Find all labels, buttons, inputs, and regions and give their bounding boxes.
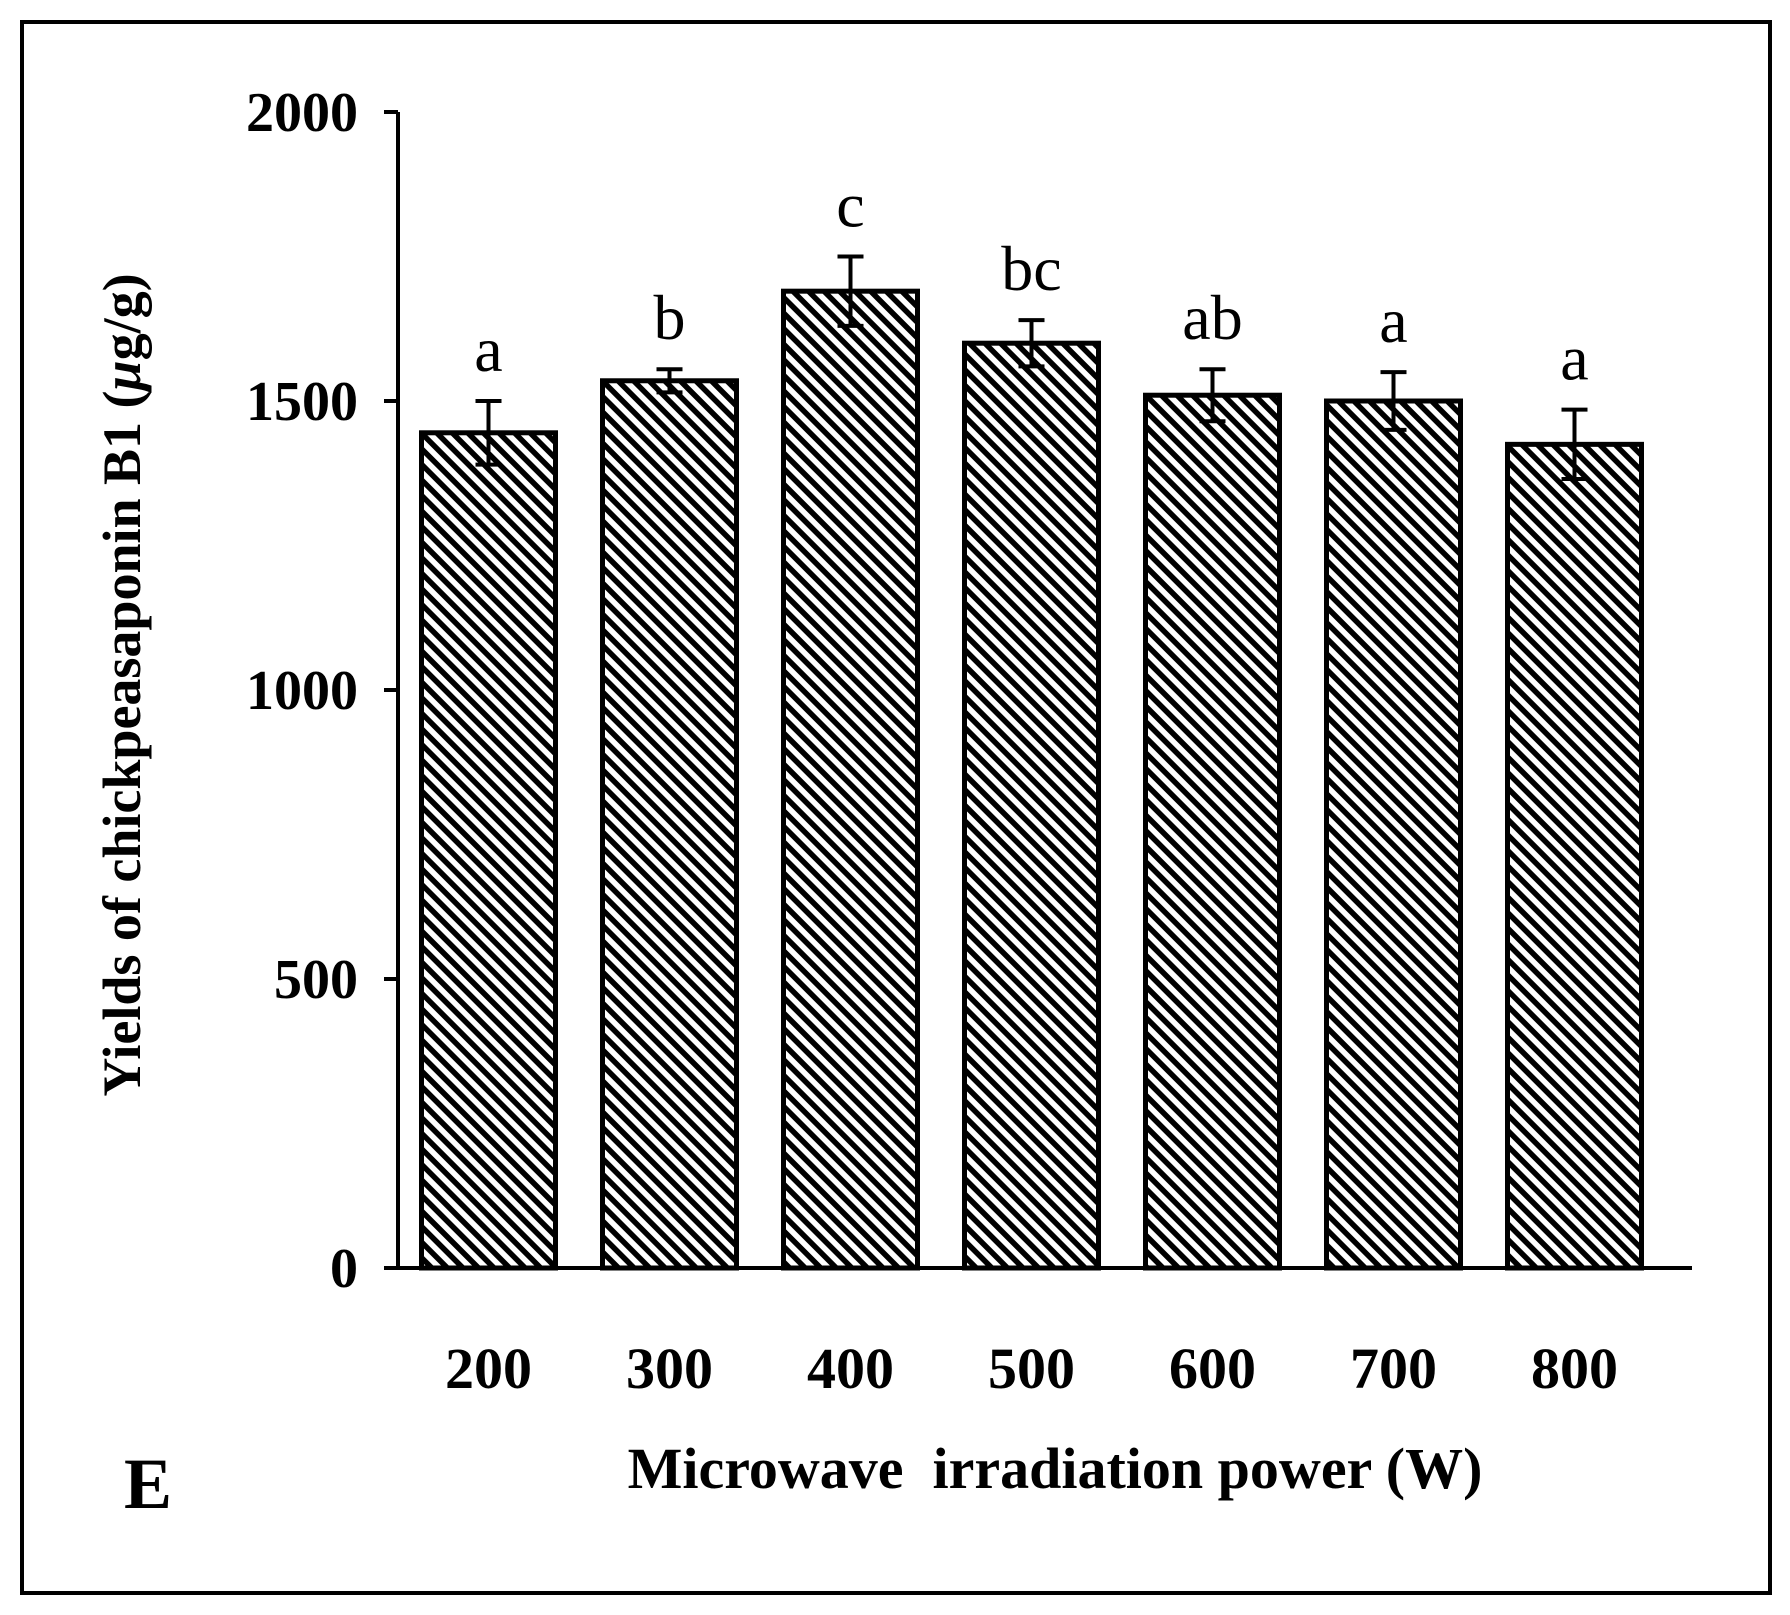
y-tick-label: 1500 <box>246 371 358 433</box>
significance-letter: ab <box>1182 282 1242 353</box>
y-axis-title-prefix: Yields of chickpeasaponin B1 ( <box>92 390 152 1096</box>
significance-letter: a <box>1379 285 1407 356</box>
x-tick-label: 700 <box>1350 1336 1437 1401</box>
bar <box>1505 441 1644 1271</box>
figure-frame <box>20 20 1772 1595</box>
y-axis-title: Yields of chickpeasaponin B1 (μg/g) <box>92 273 152 1096</box>
significance-letter: bc <box>1001 233 1061 304</box>
bar <box>1324 398 1463 1271</box>
y-tick-label: 1000 <box>246 660 358 722</box>
significance-letter: b <box>654 282 686 353</box>
bar <box>600 378 739 1271</box>
significance-letter: a <box>1560 323 1588 394</box>
y-tick-label: 0 <box>330 1238 358 1300</box>
bar <box>419 430 558 1271</box>
significance-letter: c <box>836 170 864 241</box>
x-axis-title: Microwave irradiation power (W) <box>628 1436 1483 1501</box>
bar <box>1143 392 1282 1271</box>
x-tick-label: 400 <box>807 1336 894 1401</box>
x-tick-label: 300 <box>626 1336 713 1401</box>
x-tick-label: 800 <box>1531 1336 1618 1401</box>
bar <box>781 288 920 1271</box>
x-tick-label: 500 <box>988 1336 1075 1401</box>
y-axis-title-mu: μ <box>92 360 152 393</box>
x-tick-label: 200 <box>445 1336 532 1401</box>
y-tick-label: 500 <box>274 949 358 1011</box>
panel-label: E <box>124 1444 172 1524</box>
significance-letter: a <box>474 314 502 385</box>
y-tick-label: 2000 <box>246 82 358 144</box>
bar <box>962 340 1101 1271</box>
plot-area: 0 500 1000 1500 2000 a 200 b 300 c 400 bc 500 ab 600 a 7… <box>246 82 1692 1401</box>
y-axis-title-suffix: g/g) <box>92 273 152 360</box>
x-tick-label: 600 <box>1169 1336 1256 1401</box>
